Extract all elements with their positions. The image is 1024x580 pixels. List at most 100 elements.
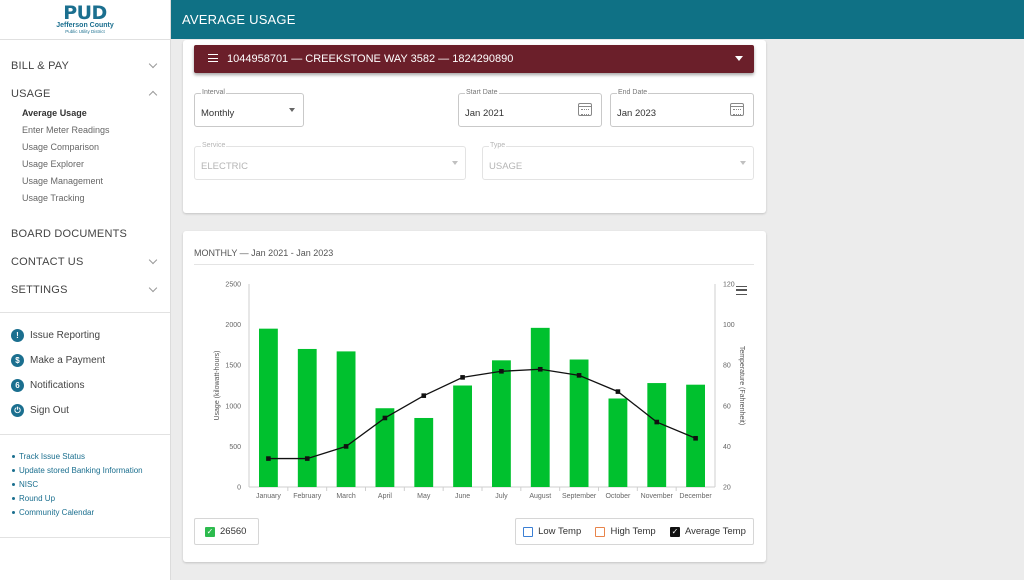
nav-settings[interactable]: SETTINGS xyxy=(11,284,68,296)
y-tick-label: 2000 xyxy=(225,322,241,329)
chevron-down-icon[interactable] xyxy=(148,283,158,293)
avg-temp-point xyxy=(382,415,388,421)
legend-low-temp-label: Low Temp xyxy=(538,526,582,537)
avg-temp-point xyxy=(343,444,349,449)
notifications-label: Notifications xyxy=(30,380,85,391)
nav-usage-tracking[interactable]: Usage Tracking xyxy=(22,193,85,203)
sign-out-link[interactable]: ⏻ Sign Out xyxy=(11,404,69,417)
issue-reporting-link[interactable]: ! Issue Reporting xyxy=(11,329,100,342)
calendar-icon[interactable] xyxy=(730,103,744,116)
y-tick-label: 500 xyxy=(229,444,241,451)
sign-out-label: Sign Out xyxy=(30,405,69,416)
link-round-up[interactable]: Round Up xyxy=(12,494,55,503)
x-tick-label: March xyxy=(336,493,356,500)
y2-tick-label: 60 xyxy=(723,403,731,410)
usage-bar xyxy=(647,383,667,487)
link-track-issue-status[interactable]: Track Issue Status xyxy=(12,452,85,461)
bullet-icon xyxy=(12,455,15,458)
chevron-down-icon[interactable] xyxy=(148,255,158,265)
y-tick-label: 1500 xyxy=(225,363,241,370)
nav-usage-comparison[interactable]: Usage Comparison xyxy=(22,142,100,152)
usage-chart: 0 500 1000 1500 2000 2500 20 40 60 80 100 120 Usage … xyxy=(214,282,745,501)
make-payment-link[interactable]: $ Make a Payment xyxy=(11,354,105,367)
link-label: Community Calendar xyxy=(19,508,95,517)
interval-select[interactable]: Interval Monthly xyxy=(194,89,304,127)
filters-card: 1044958701 — CREEKSTONE WAY 3582 — 18242… xyxy=(183,40,766,213)
x-tick-label: November xyxy=(641,493,674,500)
total-usage-toggle[interactable]: ✓ 26560 xyxy=(194,518,259,545)
nav-usage-management[interactable]: Usage Management xyxy=(22,176,104,186)
total-usage-value: 26560 xyxy=(220,526,247,537)
service-select[interactable]: Service ELECTRIC xyxy=(194,142,466,180)
legend-avg-temp-label: Average Temp xyxy=(684,526,746,537)
type-select[interactable]: Type USAGE xyxy=(482,142,754,180)
alert-icon: ! xyxy=(11,329,24,342)
checkbox-checked-icon: ✓ xyxy=(669,526,680,537)
x-tick-label: September xyxy=(562,493,597,500)
checkbox-checked-icon: ✓ xyxy=(205,526,215,537)
legend-low-temp[interactable]: Low Temp xyxy=(523,526,581,537)
usage-bar xyxy=(453,385,472,487)
divider xyxy=(194,264,754,265)
chevron-up-icon[interactable] xyxy=(148,90,158,100)
link-community-calendar[interactable]: Community Calendar xyxy=(12,508,94,517)
chart-title: MONTHLY — Jan 2021 - Jan 2023 xyxy=(194,248,334,258)
calendar-icon[interactable] xyxy=(578,103,592,116)
dropdown-arrow-icon xyxy=(740,161,746,165)
legend-avg-temp[interactable]: ✓ Average Temp xyxy=(669,526,746,537)
chevron-down-icon[interactable] xyxy=(148,59,158,69)
x-tick-label: May xyxy=(417,493,431,500)
y2-tick-label: 100 xyxy=(723,322,735,329)
link-update-banking[interactable]: Update stored Banking Information xyxy=(12,466,143,475)
temperature-legend: Low Temp High Temp ✓ Average Temp xyxy=(515,518,754,545)
avg-temp-point xyxy=(499,368,504,374)
usage-bar xyxy=(259,328,278,487)
bullet-icon xyxy=(12,511,15,514)
link-label: Round Up xyxy=(19,494,56,503)
nav-enter-meter-readings[interactable]: Enter Meter Readings xyxy=(22,125,110,135)
account-selector[interactable]: 1044958701 — CREEKSTONE WAY 3582 — 18242… xyxy=(194,45,754,73)
y2-tick-label: 120 xyxy=(723,282,735,289)
y-axis-title: Usage (kilowatt-hours) xyxy=(214,350,221,420)
nav-average-usage[interactable]: Average Usage xyxy=(22,108,87,118)
start-date-label: Start Date xyxy=(465,89,499,96)
power-icon: ⏻ xyxy=(11,404,24,417)
avg-temp-point xyxy=(460,375,465,380)
chart-menu-icon[interactable] xyxy=(736,286,747,295)
nav-usage-explorer[interactable]: Usage Explorer xyxy=(22,159,85,169)
x-tick-label: August xyxy=(529,493,551,500)
usage-bar xyxy=(530,327,550,487)
usage-bar xyxy=(336,351,356,487)
notifications-link[interactable]: 6 Notifications xyxy=(11,379,84,392)
avg-temp-point xyxy=(304,456,310,461)
x-tick-label: October xyxy=(605,493,631,500)
issue-reporting-label: Issue Reporting xyxy=(30,330,101,341)
nav-contact-us[interactable]: CONTACT US xyxy=(11,256,84,268)
account-text: 1044958701 — CREEKSTONE WAY 3582 — 18242… xyxy=(227,53,514,65)
link-label: Update stored Banking Information xyxy=(19,466,143,475)
type-value: USAGE xyxy=(489,161,523,172)
page-title: AVERAGE USAGE xyxy=(182,12,296,27)
x-tick-label: January xyxy=(256,493,281,500)
nav-board-documents[interactable]: BOARD DOCUMENTS xyxy=(11,228,128,240)
x-tick-label: February xyxy=(293,493,322,500)
dropdown-arrow-icon xyxy=(452,161,458,165)
page-header: AVERAGE USAGE xyxy=(171,0,1024,39)
link-nisc[interactable]: NISC xyxy=(12,480,38,489)
y-tick-label: 2500 xyxy=(225,282,241,289)
checkbox-icon xyxy=(523,526,534,537)
end-date-field[interactable]: End Date Jan 2023 xyxy=(610,89,754,127)
link-label: NISC xyxy=(19,480,39,489)
start-date-field[interactable]: Start Date Jan 2021 xyxy=(458,89,602,127)
service-value: ELECTRIC xyxy=(201,161,248,172)
avg-temp-point xyxy=(421,393,427,398)
divider xyxy=(0,537,170,538)
nav-bill-pay[interactable]: BILL & PAY xyxy=(11,60,70,72)
avg-temp-point xyxy=(266,456,271,461)
legend-high-temp[interactable]: High Temp xyxy=(595,526,656,537)
pud-logo[interactable]: PUD Jefferson County Public Utility Dist… xyxy=(0,0,170,40)
avg-temp-line xyxy=(268,368,696,460)
nav-usage[interactable]: USAGE xyxy=(11,88,51,100)
avg-temp-point xyxy=(693,435,698,441)
caret-down-icon xyxy=(735,56,743,61)
